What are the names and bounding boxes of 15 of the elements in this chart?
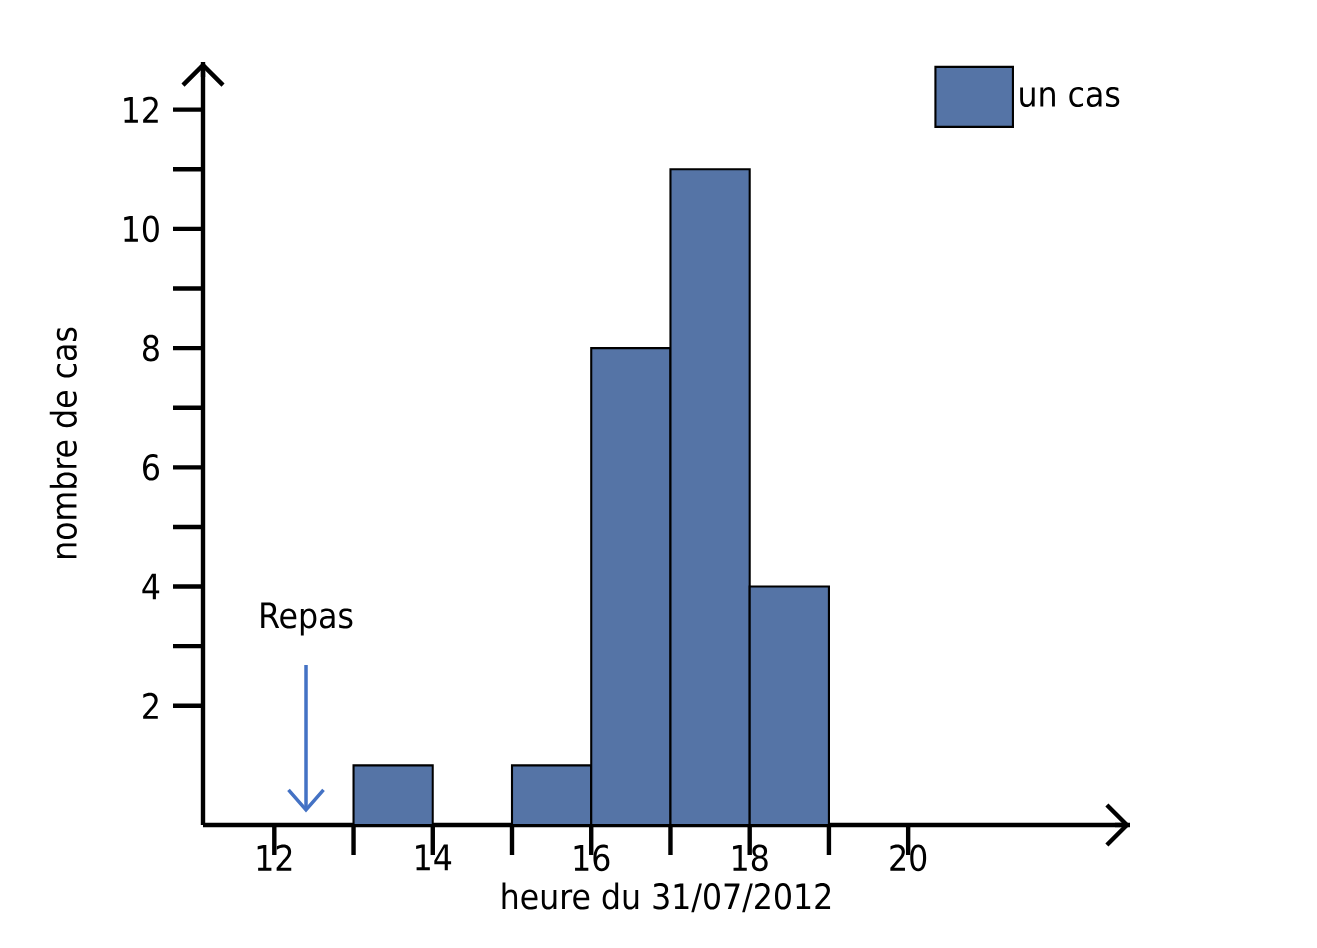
annotation: Repas: [261, 602, 353, 636]
y-tick-label: 6: [143, 454, 159, 481]
y-tick-label: 12: [124, 96, 158, 123]
y-tick-label: 10: [124, 215, 159, 243]
x-tick-label: 14: [416, 844, 452, 871]
x-axis-title: heure du 31/07/2012: [502, 882, 831, 913]
x-tick-label: 20: [890, 844, 927, 872]
legend-label: un cas: [1020, 86, 1120, 108]
y-tick-label: 8: [142, 334, 159, 362]
x-tick-label: 12: [257, 844, 292, 871]
y-axis-title: nombre de cas: [49, 327, 77, 559]
y-tick-label: 4: [142, 573, 160, 600]
x-tick-label: 18: [733, 844, 768, 872]
y-tick-label: 2: [143, 692, 158, 719]
x-tick-label: 16: [574, 844, 610, 872]
